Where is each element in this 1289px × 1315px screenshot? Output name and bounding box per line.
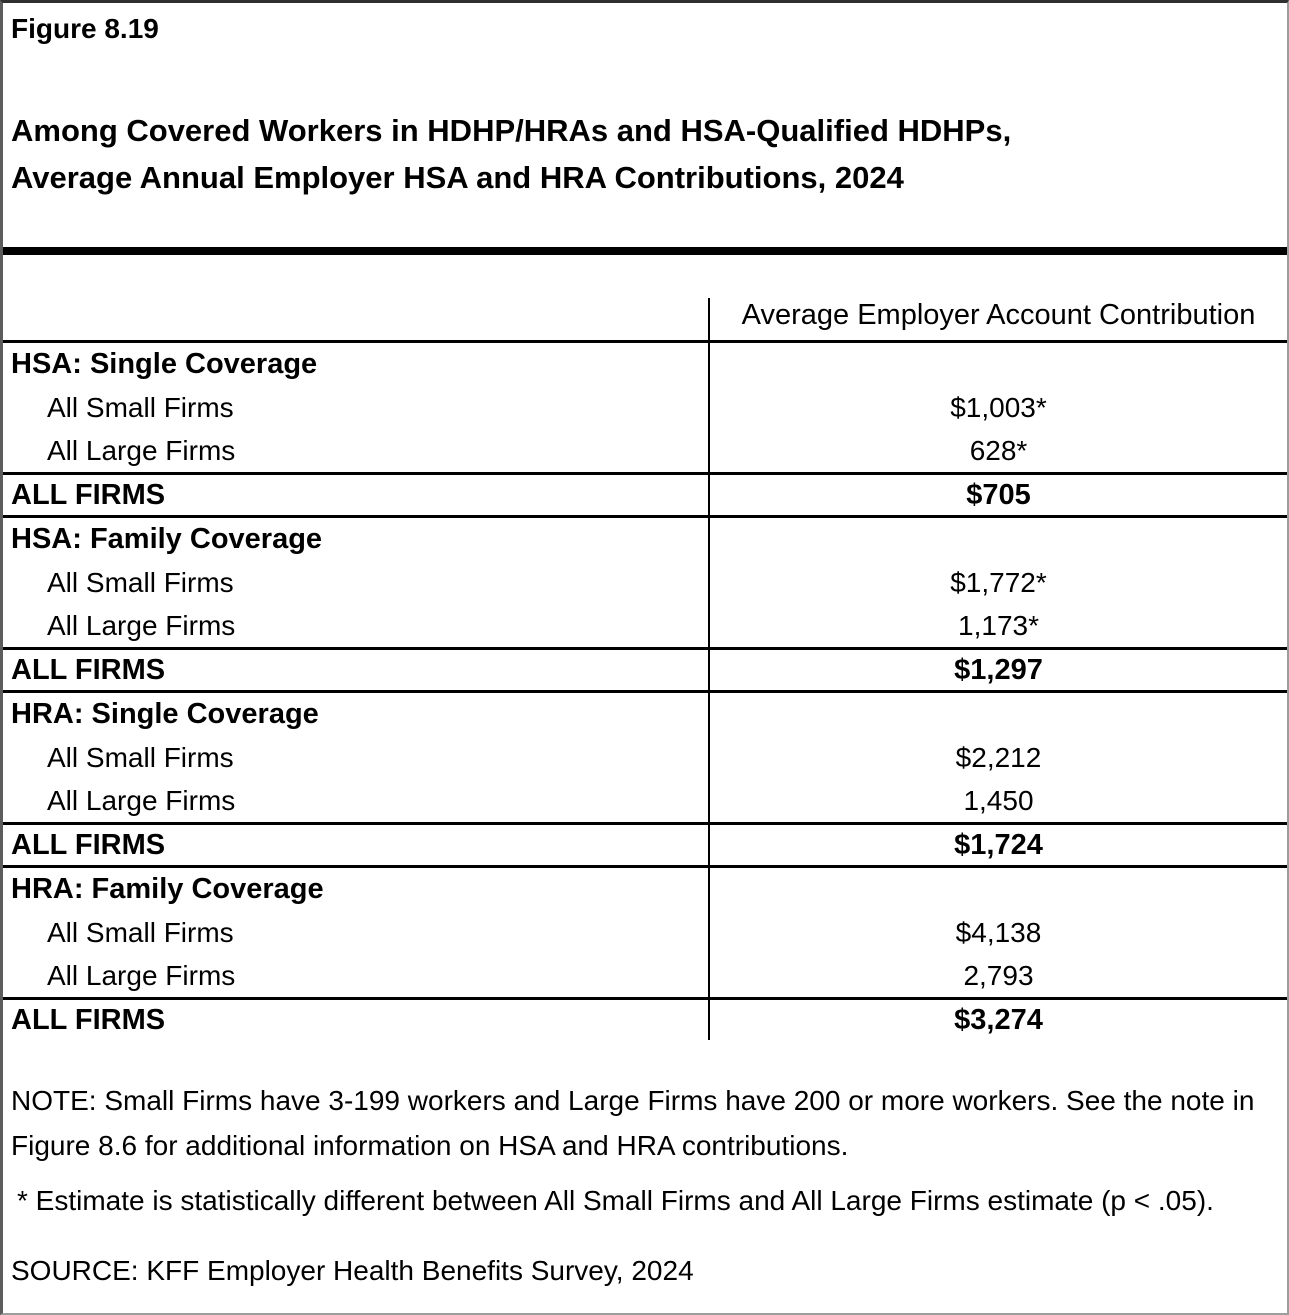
figure-label: Figure 8.19 (11, 13, 159, 44)
total-row: ALL FIRMS $1,724 (3, 822, 1287, 868)
section-title-row: HRA: Family Coverage (3, 868, 1287, 911)
total-row: ALL FIRMS $705 (3, 472, 1287, 518)
table-row: All Large Firms 1,173* (3, 604, 1287, 647)
figure-title: Among Covered Workers in HDHP/HRAs and H… (11, 107, 1263, 201)
figure-title-line-1: Among Covered Workers in HDHP/HRAs and H… (11, 113, 1012, 148)
table-row: All Small Firms $1,003* (3, 386, 1287, 429)
section-title-row: HSA: Single Coverage (3, 343, 1287, 386)
section-title-row: HRA: Single Coverage (3, 693, 1287, 736)
total-value: $1,724 (954, 828, 1043, 861)
note-paragraph: NOTE: Small Firms have 3-199 workers and… (11, 1078, 1257, 1168)
table-row: All Small Firms $2,212 (3, 736, 1287, 779)
row-label: All Large Firms (47, 784, 236, 816)
asterisk-note: * Estimate is statistically different be… (17, 1185, 1214, 1216)
total-label: ALL FIRMS (11, 478, 166, 511)
row-label: All Large Firms (47, 609, 236, 641)
section-title: HRA: Single Coverage (11, 698, 319, 730)
column-divider (708, 298, 710, 1040)
row-value: $2,212 (955, 741, 1042, 773)
row-label: All Small Firms (47, 916, 234, 948)
table-row: All Large Firms 2,793 (3, 954, 1287, 997)
footnotes: NOTE: Small Firms have 3-199 workers and… (3, 1078, 1287, 1293)
total-row: ALL FIRMS $1,297 (3, 647, 1287, 693)
source-line: SOURCE: KFF Employer Health Benefits Sur… (11, 1255, 694, 1286)
total-value: $1,297 (954, 653, 1043, 686)
table-row: All Small Firms $1,772* (3, 561, 1287, 604)
row-value: 2,793 (963, 959, 1034, 991)
section-title: HSA: Single Coverage (11, 348, 318, 380)
note-text-line-2: Figure 8.6 for additional information on… (11, 1130, 849, 1161)
section-title: HRA: Family Coverage (11, 873, 324, 905)
total-value: $3,274 (954, 1003, 1043, 1036)
section-title: HSA: Family Coverage (11, 523, 323, 555)
contributions-table: Average Employer Account Contribution HS… (3, 255, 1287, 1040)
row-label: All Small Firms (47, 566, 234, 598)
row-label: All Large Firms (47, 434, 236, 466)
figure-title-line-2: Average Annual Employer HSA and HRA Cont… (11, 160, 904, 195)
row-value: 628* (969, 434, 1028, 466)
row-label: All Small Firms (47, 391, 234, 423)
total-row: ALL FIRMS $3,274 (3, 997, 1287, 1040)
total-label: ALL FIRMS (11, 1003, 166, 1036)
note-text-line-1: NOTE: Small Firms have 3-199 workers and… (11, 1085, 1255, 1116)
total-value: $705 (966, 478, 1031, 511)
row-value: $1,003* (950, 391, 1047, 423)
row-value: $4,138 (955, 916, 1042, 948)
value-column-header: Average Employer Account Contribution (741, 299, 1256, 331)
row-value: $1,772* (950, 566, 1047, 598)
table-row: All Large Firms 628* (3, 429, 1287, 472)
table-header-row: Average Employer Account Contribution (3, 255, 1287, 343)
total-label: ALL FIRMS (11, 828, 166, 861)
total-label: ALL FIRMS (11, 653, 166, 686)
row-value: 1,173* (958, 609, 1039, 641)
table-row: All Large Firms 1,450 (3, 779, 1287, 822)
table-row: All Small Firms $4,138 (3, 911, 1287, 954)
row-value: 1,450 (963, 784, 1034, 816)
row-label: All Small Firms (47, 741, 234, 773)
row-label: All Large Firms (47, 959, 236, 991)
title-divider-rule (3, 247, 1287, 255)
section-title-row: HSA: Family Coverage (3, 518, 1287, 561)
